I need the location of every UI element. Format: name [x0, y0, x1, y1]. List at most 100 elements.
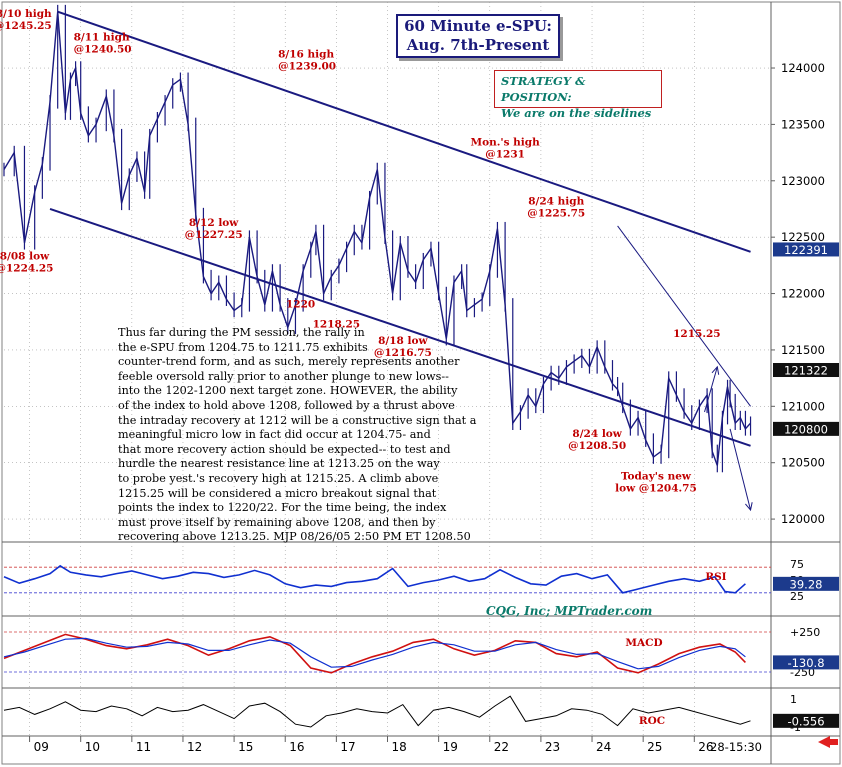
price-tick-label: 124000 — [781, 61, 825, 75]
commentary-line: counter-trend form, and as such, merely … — [118, 355, 460, 369]
x-tick-label: 12 — [187, 740, 202, 754]
price-annotation: @1225.75 — [527, 208, 585, 220]
macd-value-label: -130.8 — [787, 656, 824, 670]
rsi-value-label: 39.28 — [790, 577, 823, 591]
x-tick-label: 22 — [494, 740, 509, 754]
credit-label: CQG, Inc; MPTrader.com — [486, 604, 653, 618]
chart-title-line-1: 60 Minute e-SPU: — [404, 17, 552, 35]
x-tick-label: 09 — [34, 740, 49, 754]
commentary-line: of the index to hold above 1208, followe… — [118, 398, 455, 412]
price-tick-label: 122500 — [781, 230, 825, 244]
price-annotation: 8/11 high — [74, 31, 130, 43]
arrow-head-down — [745, 502, 753, 512]
price-annotation: 8/24 high — [528, 196, 584, 208]
x-tick-label: 23 — [545, 740, 560, 754]
roc-value-box — [773, 713, 839, 728]
chart-title-line-2: Aug. 7th-Present — [406, 36, 550, 54]
x-tick-label: 26 — [698, 740, 713, 754]
roc-label: ROC — [639, 715, 665, 727]
price-annotation: 8/18 low — [378, 335, 428, 347]
price-tag-label: 122391 — [784, 243, 828, 257]
commentary-line: the e-SPU from 1204.75 to 1211.75 exhibi… — [118, 340, 368, 354]
scroll-arrow-tail[interactable] — [830, 739, 838, 745]
price-tick-label: 120000 — [781, 512, 825, 526]
macd-tick-label: +250 — [790, 626, 820, 639]
commentary-line: meaningful micro low in fact did occur a… — [118, 428, 431, 442]
price-tick-label: 123500 — [781, 117, 825, 131]
commentary-line: must prove itself by remaining above 120… — [118, 515, 436, 529]
price-annotation: @1240.50 — [74, 43, 132, 55]
scroll-arrow-icon[interactable] — [818, 736, 830, 748]
price-tick-label: 122000 — [781, 287, 825, 301]
rsi-tick-label: 25 — [790, 590, 804, 603]
arrow-up — [704, 366, 718, 413]
price-tick-label: 121500 — [781, 343, 825, 357]
commentary-line: that more recovery action should be expe… — [118, 442, 451, 456]
macd-label: MACD — [625, 637, 662, 649]
x-axis-end-label: 28-15:30 — [710, 740, 762, 754]
price-annotation: @1227.25 — [185, 229, 243, 241]
x-tick-label: 25 — [647, 740, 662, 754]
rsi-value-box — [773, 576, 839, 591]
price-annotation: low @1204.75 — [615, 483, 697, 495]
price-annotation: 8/08 low — [0, 251, 50, 263]
commentary-line: to probe yest.'s recovery high at 1215.2… — [118, 471, 439, 485]
strategy-text: We are on the sidelines — [501, 106, 652, 120]
x-tick-label: 16 — [289, 740, 304, 754]
price-annotation: @1208.50 — [568, 440, 626, 452]
x-tick-label: 10 — [85, 740, 100, 754]
commentary-line: points the index to 1220/22. For the tim… — [118, 501, 447, 515]
price-annotation: 1220 — [286, 299, 315, 311]
price-annotation: 8/24 low — [572, 428, 622, 440]
price-annotation: @1245.25 — [0, 20, 52, 32]
price-annotation: @1239.00 — [278, 60, 336, 72]
price-tag-label: 120800 — [784, 422, 828, 436]
strategy-heading: STRATEGY & POSITION: — [501, 74, 586, 104]
rsi-line — [3, 564, 746, 594]
price-tag-box — [773, 363, 839, 378]
x-tick-label: 19 — [443, 740, 458, 754]
price-tick-label: 123000 — [781, 174, 825, 188]
roc-line — [3, 695, 751, 728]
channel-line-upper — [57, 10, 751, 253]
price-annotation: @1231 — [485, 149, 525, 161]
x-tick-label: 18 — [392, 740, 407, 754]
price-pane: 8/10 high@1245.25 8/11 high@1240.50 8/16 h… — [0, 4, 753, 512]
macd-signal-line — [3, 637, 746, 670]
arrow-down — [729, 428, 752, 511]
commentary-line: recovering above 1213.25. MJP 08/26/05 2… — [118, 530, 471, 544]
rsi-tick-label: 75 — [790, 558, 804, 571]
channel-line-lower — [49, 208, 751, 447]
price-tag-label: 121322 — [784, 364, 828, 378]
commentary-line: 1215.25 will be considered a micro break… — [118, 486, 437, 500]
x-tick-label: 17 — [340, 740, 355, 754]
arrow-head-up — [711, 365, 720, 375]
commentary-text: Thus far during the PM session, the rall… — [118, 326, 538, 545]
price-tag-box — [773, 421, 839, 436]
chart-title-box: 60 Minute e-SPU: Aug. 7th-Present — [396, 14, 560, 58]
strategy-box: STRATEGY & POSITION: We are on the sidel… — [494, 70, 662, 120]
rsi-label: RSI — [705, 571, 726, 583]
price-annotation: Today's new — [621, 471, 692, 483]
commentary-line: hurdle the nearest resistance line at 12… — [118, 457, 440, 471]
price-tags: 122391 121322 120800 — [773, 242, 839, 436]
macd-value-box — [773, 655, 839, 670]
channel-line-resistance — [617, 225, 751, 407]
price-annotation: Mon.'s high — [470, 137, 540, 149]
commentary-line: the intraday recovery at 1212 will be a … — [118, 413, 477, 427]
price-tag-box — [773, 242, 839, 257]
commentary-line: into the 1202-1200 next target zone. HOW… — [118, 384, 458, 398]
x-tick-label: 11 — [136, 740, 151, 754]
price-annotation: 1218.25 — [313, 318, 361, 330]
roc-value-label: -0.556 — [787, 714, 824, 728]
macd-line — [3, 633, 746, 674]
price-annotation: 1215.25 — [673, 328, 721, 340]
price-annotation: 8/16 high — [278, 48, 334, 60]
price-annotation: @1224.25 — [0, 263, 53, 275]
price-annotation: @1216.75 — [374, 347, 432, 359]
